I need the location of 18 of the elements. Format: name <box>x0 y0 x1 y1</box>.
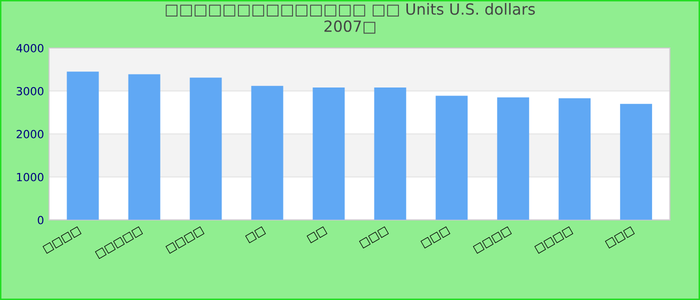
bar <box>190 78 222 220</box>
bar <box>66 72 99 220</box>
y-tick-label: 2000 <box>16 130 44 138</box>
bar <box>251 86 284 220</box>
y-tick-label: 1000 <box>17 172 44 182</box>
y-tick-label: 4000 <box>16 44 44 52</box>
x-tick-label: □□ <box>245 226 266 244</box>
bar <box>620 104 652 220</box>
chart-title: □□□□□□□□□□□□□□ □□ Units U.S. dollars 2007□ <box>166 3 535 34</box>
bar <box>312 88 345 220</box>
bar <box>128 74 160 220</box>
bar <box>558 98 591 220</box>
x-tick-label: □□ <box>306 226 328 244</box>
bar <box>374 88 406 220</box>
y-tick-label: 0 <box>38 216 44 224</box>
y-tick-label: 3000 <box>16 86 44 96</box>
bar <box>436 96 468 220</box>
bar <box>497 97 530 220</box>
